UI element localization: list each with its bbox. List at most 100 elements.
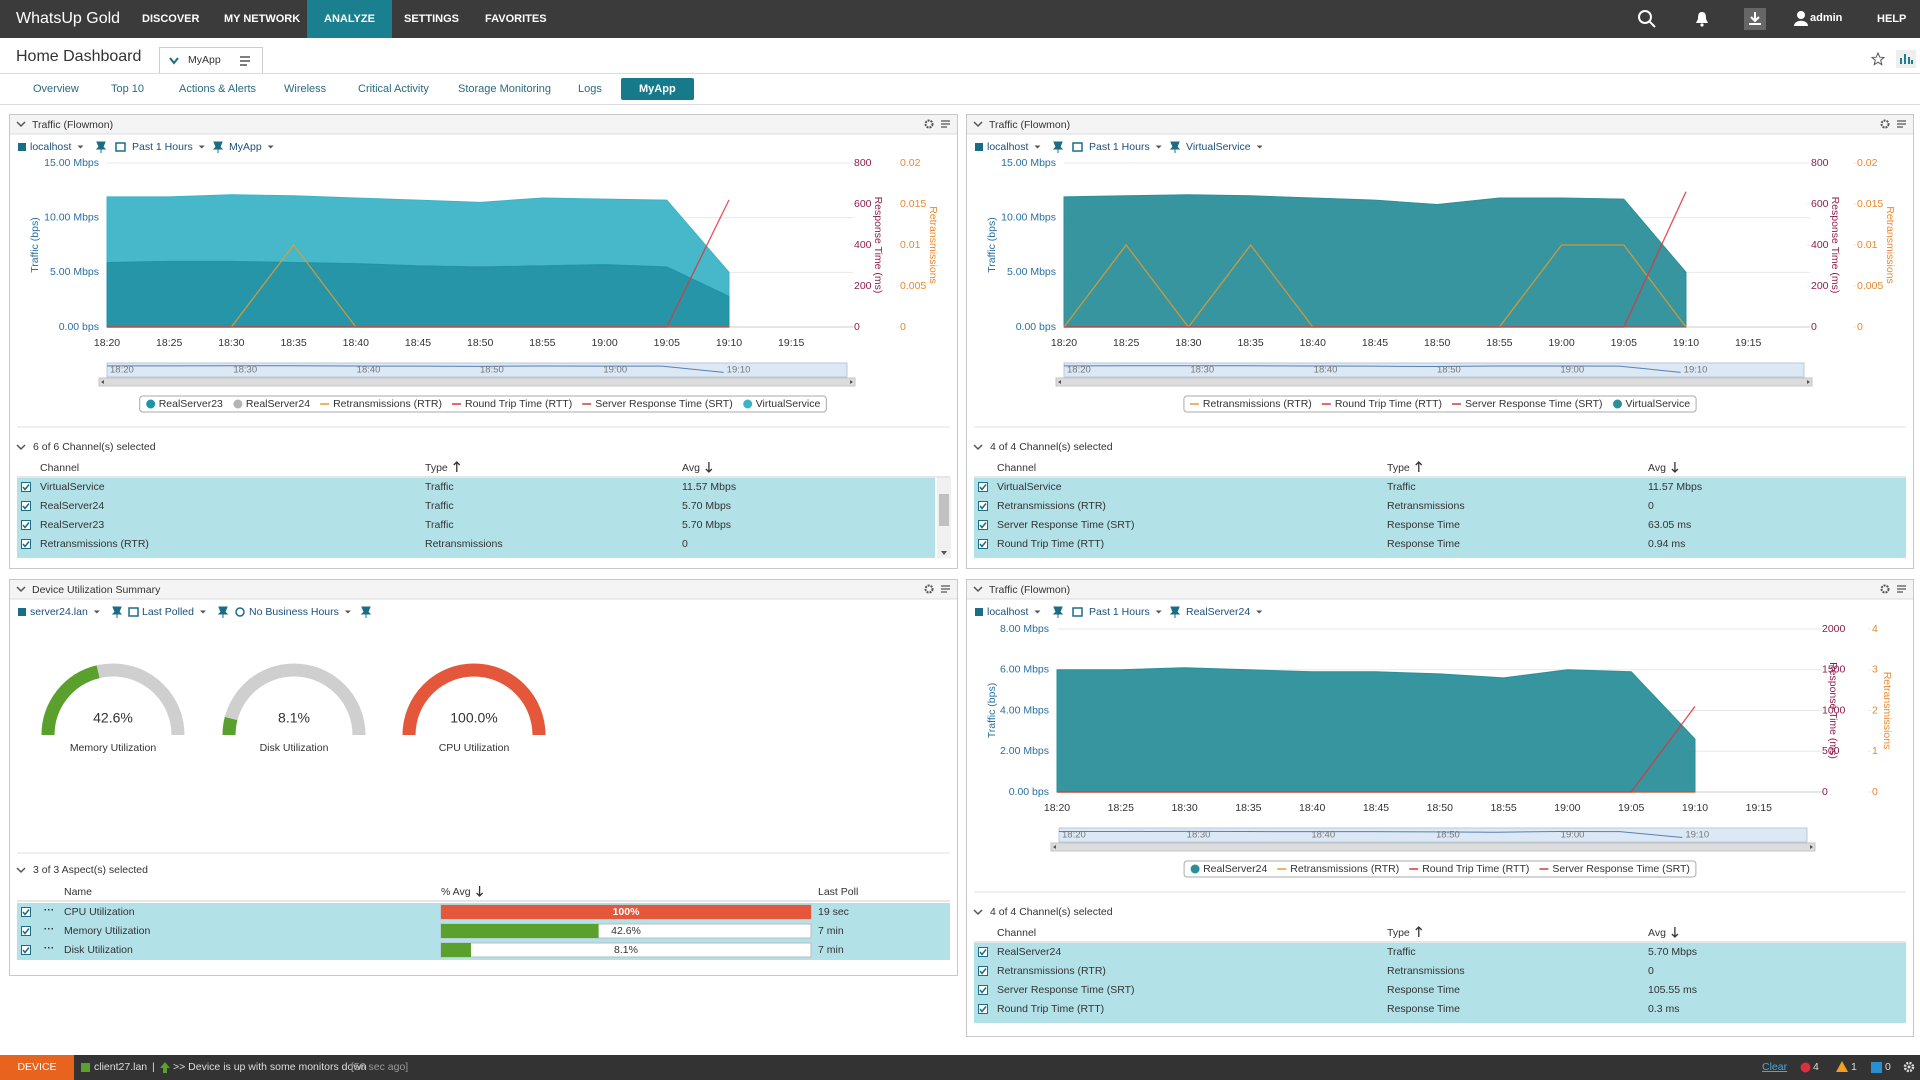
filter[interactable]: VirtualService [1186,141,1251,153]
scrollbar-thumb[interactable] [939,494,949,526]
pin-icon[interactable] [212,141,224,153]
legend-item[interactable]: VirtualService [743,398,820,410]
gear-icon[interactable] [1880,584,1890,594]
pin-icon[interactable] [217,606,229,618]
warning-count[interactable]: 1 [1851,1061,1857,1073]
column-header[interactable]: Channel [997,462,1036,474]
help[interactable]: HELP [1877,13,1907,25]
filter[interactable]: Past 1 Hours [132,141,193,153]
filter[interactable]: RealServer24 [1186,606,1250,618]
chevron[interactable] [16,444,26,451]
menu-icon[interactable] [240,56,252,66]
checkbox[interactable] [21,945,31,955]
pin-icon[interactable] [111,606,123,618]
tab[interactable]: Top 10 [111,83,145,95]
tab[interactable]: Wireless [284,83,327,95]
column-header[interactable]: Avg [1648,462,1666,474]
pin-icon[interactable] [95,141,107,153]
nav-item[interactable]: SETTINGS [404,13,460,25]
pin-icon[interactable] [1169,141,1181,153]
checkbox[interactable] [978,501,988,511]
column-header[interactable]: Channel [997,927,1036,939]
checkbox[interactable] [21,482,31,492]
checkbox[interactable] [21,501,31,511]
app-selector[interactable]: MyApp [159,47,263,74]
panel-menu-icon[interactable] [1897,585,1906,593]
panel-menu-icon[interactable] [941,585,950,593]
error-count[interactable]: 4 [1813,1061,1819,1073]
column-header[interactable]: Name [64,886,92,898]
pin-icon[interactable] [1052,606,1064,618]
checkbox[interactable] [978,1004,988,1014]
tab[interactable]: Logs [578,83,602,95]
legend-item[interactable]: Round Trip Time (RTT) [452,398,572,410]
filter[interactable]: server24.lan [30,606,88,618]
column-header[interactable]: Avg [682,462,700,474]
tab[interactable]: Overview [33,83,79,95]
device-badge[interactable]: DEVICE [0,1055,74,1080]
column-header[interactable]: Last Poll [818,886,858,898]
tab[interactable]: Actions & Alerts [179,83,257,95]
legend-item[interactable]: Round Trip Time (RTT) [1409,863,1529,875]
nav-item[interactable]: ANALYZE [307,0,392,38]
legend-item[interactable]: Retransmissions (RTR) [1189,398,1312,410]
filter[interactable]: localhost [987,141,1029,153]
clear-link[interactable]: Clear [1762,1061,1788,1073]
chevron[interactable] [973,121,983,128]
legend-item[interactable]: RealServer24 [1190,863,1268,875]
bell-icon[interactable] [1694,11,1710,27]
filter[interactable]: Last Polled [142,606,194,618]
nav-item[interactable]: MY NETWORK [224,13,301,25]
legend-item[interactable]: Server Response Time (SRT) [582,398,733,410]
download-icon[interactable] [1744,8,1766,30]
chevron[interactable] [973,909,983,916]
gear-icon[interactable] [924,584,934,594]
nav-item[interactable]: FAVORITES [485,13,547,25]
filter[interactable]: MyApp [229,141,262,153]
column-header[interactable]: Type [1387,462,1410,474]
nav-item[interactable]: DISCOVER [142,13,200,25]
filter[interactable]: localhost [30,141,72,153]
filter[interactable]: No Business Hours [249,606,339,618]
chevron[interactable] [16,586,26,593]
navigator-scrollbar[interactable] [1055,377,1813,387]
chevron[interactable] [16,867,26,874]
column-header[interactable]: % Avg [441,886,471,898]
column-header[interactable]: Avg [1648,927,1666,939]
checkbox[interactable] [978,947,988,957]
pin-icon[interactable] [1169,606,1181,618]
legend-item[interactable]: RealServer23 [146,398,223,410]
checkbox[interactable] [21,926,31,936]
info-count[interactable]: 0 [1885,1061,1891,1073]
column-header[interactable]: Channel [40,462,79,474]
checkbox[interactable] [21,539,31,549]
legend-item[interactable]: Round Trip Time (RTT) [1321,398,1442,410]
panel-menu-icon[interactable] [1897,120,1906,128]
tab[interactable]: MyApp [621,78,694,100]
tab[interactable]: Storage Monitoring [458,83,551,95]
filter[interactable]: Past 1 Hours [1089,606,1150,618]
host[interactable]: client27.lan [94,1061,148,1073]
user-name[interactable]: admin [1810,12,1843,24]
legend-item[interactable]: Server Response Time (SRT) [1539,863,1690,875]
favorite-icon[interactable] [1871,52,1885,66]
filter[interactable]: Past 1 Hours [1089,141,1150,153]
legend-item[interactable]: Retransmissions (RTR) [1277,863,1399,875]
checkbox[interactable] [978,966,988,976]
chevron[interactable] [973,444,983,451]
chevron[interactable] [16,121,26,128]
gear-icon[interactable] [924,119,934,129]
column-header[interactable]: Type [425,462,448,474]
legend-item[interactable]: Server Response Time (SRT) [1451,398,1603,410]
legend-item[interactable]: VirtualService [1613,398,1690,410]
tab[interactable]: Critical Activity [358,83,429,95]
pin-icon[interactable] [1052,141,1064,153]
legend-item[interactable]: RealServer24 [233,398,310,410]
search-icon[interactable] [1636,9,1658,29]
column-header[interactable]: Type [1387,927,1410,939]
checkbox[interactable] [978,539,988,549]
chart-icon[interactable] [1896,50,1916,68]
panel-menu-icon[interactable] [941,120,950,128]
navigator-scrollbar[interactable] [1050,842,1816,852]
chevron[interactable] [973,586,983,593]
